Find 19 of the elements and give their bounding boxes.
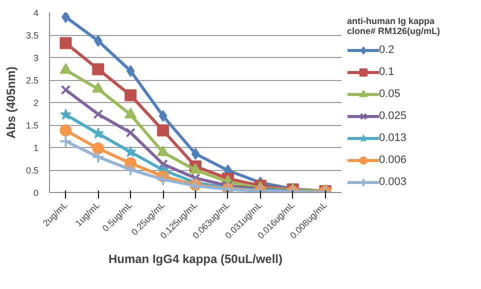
legend-title: anti-human Ig kappa clone# RM126(ug/mL) — [347, 16, 440, 36]
y-axis-title: Abs (405nm) — [4, 66, 18, 139]
y-tick-label: 4 — [33, 8, 39, 18]
legend-label: 0.1 — [379, 66, 396, 78]
legend-label: 0.025 — [379, 110, 407, 122]
legend-label: 0.2 — [379, 44, 396, 56]
legend-label: 0.006 — [379, 154, 407, 166]
y-tick-label: 3.5 — [26, 30, 39, 40]
legend-label: 0.013 — [379, 132, 407, 144]
y-tick-label: 1.5 — [26, 120, 39, 130]
x-axis-title: Human IgG4 kappa (50uL/well) — [108, 252, 283, 266]
legend-label: 0.05 — [379, 88, 400, 100]
y-tick-label: 0.5 — [26, 166, 39, 176]
y-tick-label: 2 — [33, 98, 39, 108]
y-tick-label: 1 — [33, 143, 39, 153]
y-tick-label: 3 — [33, 53, 39, 63]
legend-label: 0.003 — [379, 176, 407, 188]
y-tick-label: 0 — [33, 188, 39, 198]
y-tick-label: 2.5 — [26, 76, 39, 86]
